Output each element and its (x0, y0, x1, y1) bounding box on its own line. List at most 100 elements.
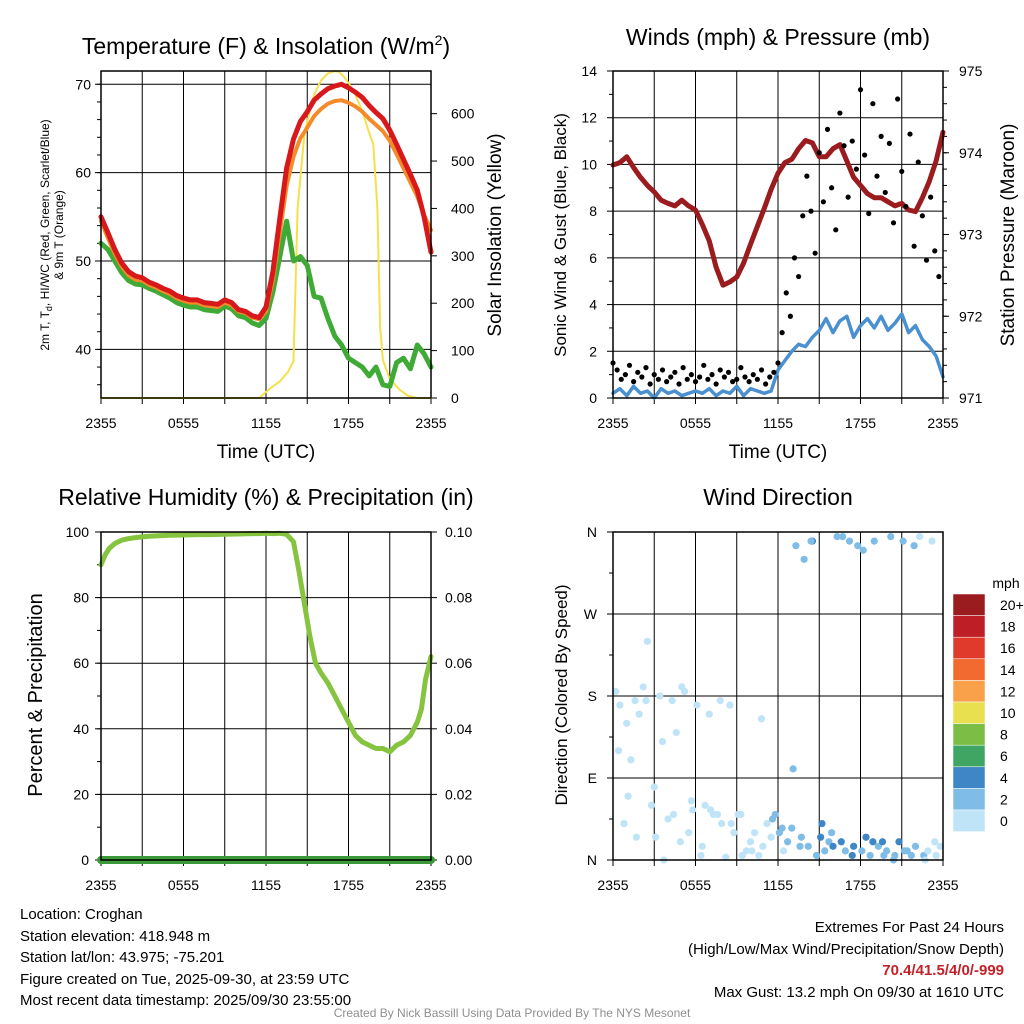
temperature-y-tick-label: 60 (75, 165, 91, 181)
temperature-y2-tick-label: 0 (451, 390, 459, 406)
direction-point (818, 819, 826, 828)
direction-point (707, 806, 715, 814)
gust-point (655, 376, 661, 382)
legend-label: 8 (1000, 727, 1008, 743)
gust-point (688, 372, 694, 378)
legend-label: 6 (1000, 748, 1008, 764)
gust-point (684, 376, 690, 382)
gust-point (853, 166, 859, 172)
direction-point (738, 851, 746, 860)
gust-point (676, 381, 682, 387)
legend-swatch (952, 636, 986, 660)
winds-y-axis-label: Sonic Wind & Gust (Blue, Black) (551, 113, 570, 357)
direction-point (687, 797, 695, 805)
winds-y-tick-label: 6 (589, 250, 597, 266)
legend-label: 16 (1000, 640, 1016, 656)
gust-point (614, 367, 620, 373)
legend-swatch (952, 658, 986, 681)
direction-point (672, 728, 680, 737)
recent-data-timestamp: Most recent data timestamp: 2025/09/30 2… (20, 992, 352, 1009)
direction-point (869, 838, 877, 846)
gust-point (862, 152, 868, 158)
winds-x-tick-label: 0555 (680, 415, 711, 431)
humidity-y2-tick-label: 0.04 (445, 721, 472, 737)
direction-point (792, 542, 800, 550)
direction-point (928, 537, 936, 545)
gust-point (903, 203, 909, 210)
direction-point (899, 537, 907, 545)
temperature-y-axis-label-line2: & 9m T (Orange) (52, 190, 66, 280)
legend-swatch (952, 723, 986, 746)
gust-point (742, 374, 748, 380)
temperature-y-tick-label: 50 (75, 253, 91, 269)
gust-point (866, 210, 872, 217)
station-info: Location: Croghan Station elevation: 418… (20, 904, 351, 1012)
humidity-x-tick-label: 2355 (415, 877, 446, 893)
wind-direction-x-tick-label: 1155 (763, 877, 793, 893)
temperature-x-tick-label: 0555 (168, 415, 199, 431)
direction-point (668, 696, 676, 705)
direction-point (716, 696, 724, 705)
gust-point (692, 379, 699, 385)
gust-point (626, 362, 633, 368)
extremes-subtitle: (High/Low/Max Wind/Precipitation/Snow De… (688, 940, 1004, 958)
gust-point (763, 381, 769, 387)
temperature-y-tick-label: 40 (75, 341, 91, 357)
direction-point (643, 637, 651, 645)
gust-point (824, 126, 831, 132)
gust-point (923, 257, 930, 263)
direction-point (845, 537, 854, 545)
winds-y-tick-label: 12 (581, 110, 597, 126)
gust-point (882, 189, 888, 196)
humidity-series-relative-humidity (98, 530, 434, 755)
direction-point (870, 537, 878, 545)
gust-point (709, 372, 715, 378)
direction-point (763, 819, 771, 828)
wind-direction-title: Wind Direction (703, 484, 853, 510)
gust-point (791, 255, 798, 261)
legend-label: 14 (1000, 662, 1016, 678)
direction-point (693, 701, 701, 709)
legend-title: mph (992, 575, 1019, 591)
direction-point (748, 847, 756, 855)
direction-point (839, 532, 847, 541)
gust-point (775, 360, 781, 366)
max-gust: Max Gust: 13.2 mph On 09/30 at 1610 UTC (713, 983, 1004, 1001)
extremes-title: Extremes For Past 24 Hours (814, 919, 1004, 936)
winds-title: Winds (mph) & Pressure (mb) (626, 24, 930, 50)
direction-point (612, 687, 620, 696)
direction-point (676, 838, 684, 846)
speed-color-legend: mph 20+ 18 16 14 12 10 8 6 4 2 0 (952, 575, 1024, 832)
legend-swatch (952, 701, 986, 724)
direction-point (848, 851, 856, 860)
winds-y2-tick-label: 974 (959, 145, 983, 161)
direction-point (895, 838, 903, 846)
wind-direction-x-tick-label: 0555 (680, 877, 711, 893)
gust-point (758, 367, 765, 373)
direction-point (767, 833, 775, 841)
winds-y2-tick-label: 973 (959, 227, 983, 243)
temperature-y-tick-label: 70 (75, 76, 91, 92)
temperature-series-2m-t (98, 81, 434, 321)
winds-x-tick-label: 2355 (597, 415, 628, 431)
legend-label: 18 (1000, 619, 1016, 635)
direction-point (647, 801, 656, 809)
gust-point (734, 376, 740, 382)
gust-point (907, 131, 913, 137)
humidity-y2-tick-label: 0.02 (445, 786, 472, 802)
gust-point (928, 194, 934, 200)
gust-point (800, 213, 806, 219)
direction-point (751, 829, 759, 837)
wind-direction-frame (612, 531, 944, 861)
legend-swatch (952, 615, 986, 638)
temperature-y2-tick-label: 500 (451, 153, 475, 169)
direction-point (697, 851, 705, 860)
gust-point (783, 290, 789, 296)
direction-point (614, 747, 623, 755)
direction-point (828, 829, 836, 837)
direction-point (779, 847, 788, 855)
temperature-x-tick-label: 1755 (333, 415, 364, 431)
temperature-panel: Temperature (F) & Insolation (W/m2) 2m T… (38, 32, 506, 463)
humidity-y2-tick-label: 0.06 (445, 655, 472, 671)
gust-point (886, 140, 892, 147)
